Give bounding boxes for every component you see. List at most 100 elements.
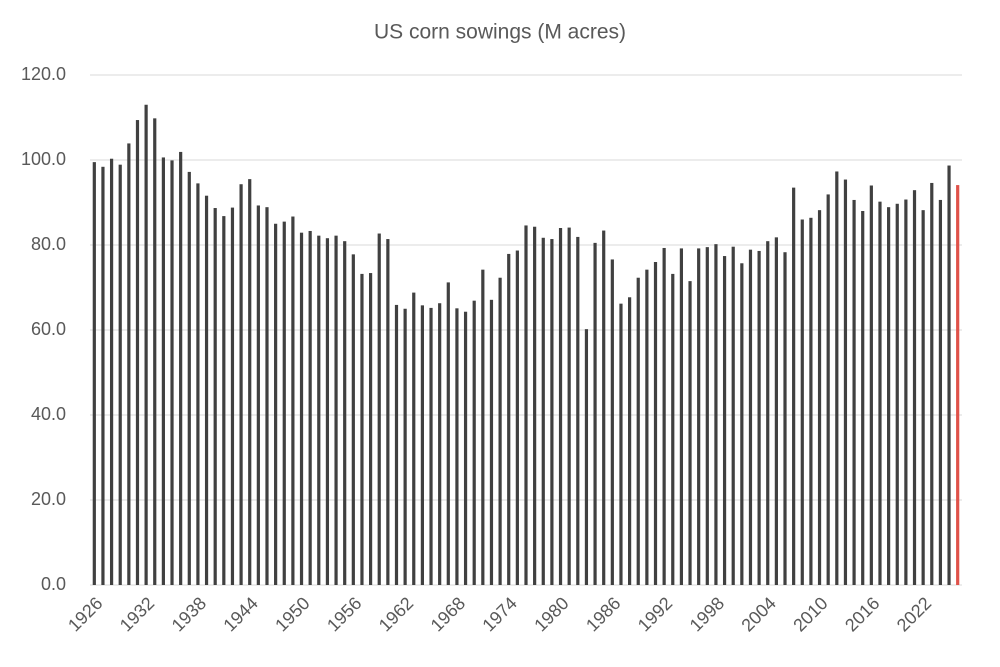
bar <box>230 207 235 585</box>
bar <box>343 241 347 586</box>
bar <box>101 166 105 586</box>
bar <box>455 308 459 585</box>
bar <box>403 308 407 585</box>
bar <box>481 269 485 585</box>
y-tick-label: 40.0 <box>31 404 66 424</box>
x-tick-label: 2022 <box>893 593 935 635</box>
bar <box>705 247 709 585</box>
bar <box>567 227 571 585</box>
y-tick-label: 80.0 <box>31 234 66 254</box>
bar <box>446 282 450 585</box>
bar <box>127 143 131 586</box>
x-tick-label: 1986 <box>582 593 624 635</box>
bar <box>291 216 295 585</box>
bar <box>325 238 330 585</box>
bar <box>895 203 899 585</box>
bar <box>809 217 813 586</box>
bar <box>593 242 597 585</box>
bar <box>610 259 614 585</box>
x-tick-label: 1980 <box>530 593 572 635</box>
bar <box>118 164 122 586</box>
bar <box>653 262 658 585</box>
bar <box>783 252 787 585</box>
x-tick-label: 2004 <box>737 593 779 635</box>
bar <box>835 171 839 585</box>
bar <box>222 216 226 585</box>
bar <box>792 187 796 585</box>
bar <box>869 185 873 585</box>
bar <box>904 199 908 585</box>
bar <box>602 230 606 586</box>
x-tick-label: 1956 <box>323 593 365 635</box>
bar <box>930 182 934 585</box>
bar <box>360 273 364 585</box>
bar <box>420 305 424 585</box>
bar <box>507 253 511 586</box>
bar <box>947 165 951 585</box>
bar <box>645 269 649 585</box>
bar <box>239 184 243 585</box>
bar <box>714 244 718 585</box>
bar <box>187 171 191 585</box>
bar <box>766 241 770 586</box>
bar <box>697 248 701 585</box>
bar <box>852 199 856 585</box>
bar <box>204 195 209 585</box>
bar <box>472 300 476 585</box>
x-tick-label: 1932 <box>116 593 158 635</box>
bar <box>394 304 399 585</box>
bar <box>386 239 390 586</box>
x-tick-label: 1992 <box>634 593 676 635</box>
bar <box>774 237 778 585</box>
x-tick-label: 2016 <box>841 593 883 635</box>
bar <box>524 225 528 585</box>
bar <box>619 303 623 585</box>
bar <box>679 248 684 585</box>
bar <box>921 210 925 585</box>
bar <box>334 235 338 585</box>
bar <box>92 162 96 585</box>
bar <box>248 179 252 585</box>
bar <box>878 201 882 585</box>
bar <box>533 226 537 585</box>
bar <box>671 273 675 585</box>
x-tick-label: 1944 <box>219 593 261 635</box>
bar <box>153 118 157 585</box>
bar <box>541 237 545 585</box>
bar <box>817 210 822 585</box>
bar <box>429 307 433 585</box>
bar <box>196 183 200 585</box>
bar <box>628 297 632 585</box>
bar <box>688 281 692 585</box>
x-tick-label: 2010 <box>789 593 831 635</box>
bar <box>662 247 666 585</box>
bar <box>438 303 442 585</box>
bar <box>956 185 960 585</box>
y-tick-label: 60.0 <box>31 319 66 339</box>
bar <box>740 263 744 585</box>
chart-title: US corn sowings (M acres) <box>374 21 626 44</box>
bar <box>938 199 943 585</box>
bar <box>463 311 468 585</box>
x-tick-label: 1950 <box>271 593 313 635</box>
y-tick-label: 20.0 <box>31 489 66 509</box>
x-tick-label: 1968 <box>427 593 469 635</box>
bar <box>636 277 640 585</box>
bar <box>584 329 589 585</box>
bar <box>887 207 891 586</box>
x-tick-label: 1974 <box>478 593 520 635</box>
bar <box>800 219 804 585</box>
y-tick-label: 100.0 <box>21 149 66 169</box>
bar <box>317 235 321 585</box>
bar <box>308 230 312 585</box>
bar <box>722 256 727 585</box>
bar <box>109 158 114 585</box>
bar <box>489 299 494 585</box>
bar <box>576 236 580 586</box>
bar <box>274 223 278 585</box>
bar <box>748 249 753 586</box>
bar <box>843 179 848 586</box>
bar <box>144 104 148 585</box>
x-tick-label: 1962 <box>375 593 417 635</box>
